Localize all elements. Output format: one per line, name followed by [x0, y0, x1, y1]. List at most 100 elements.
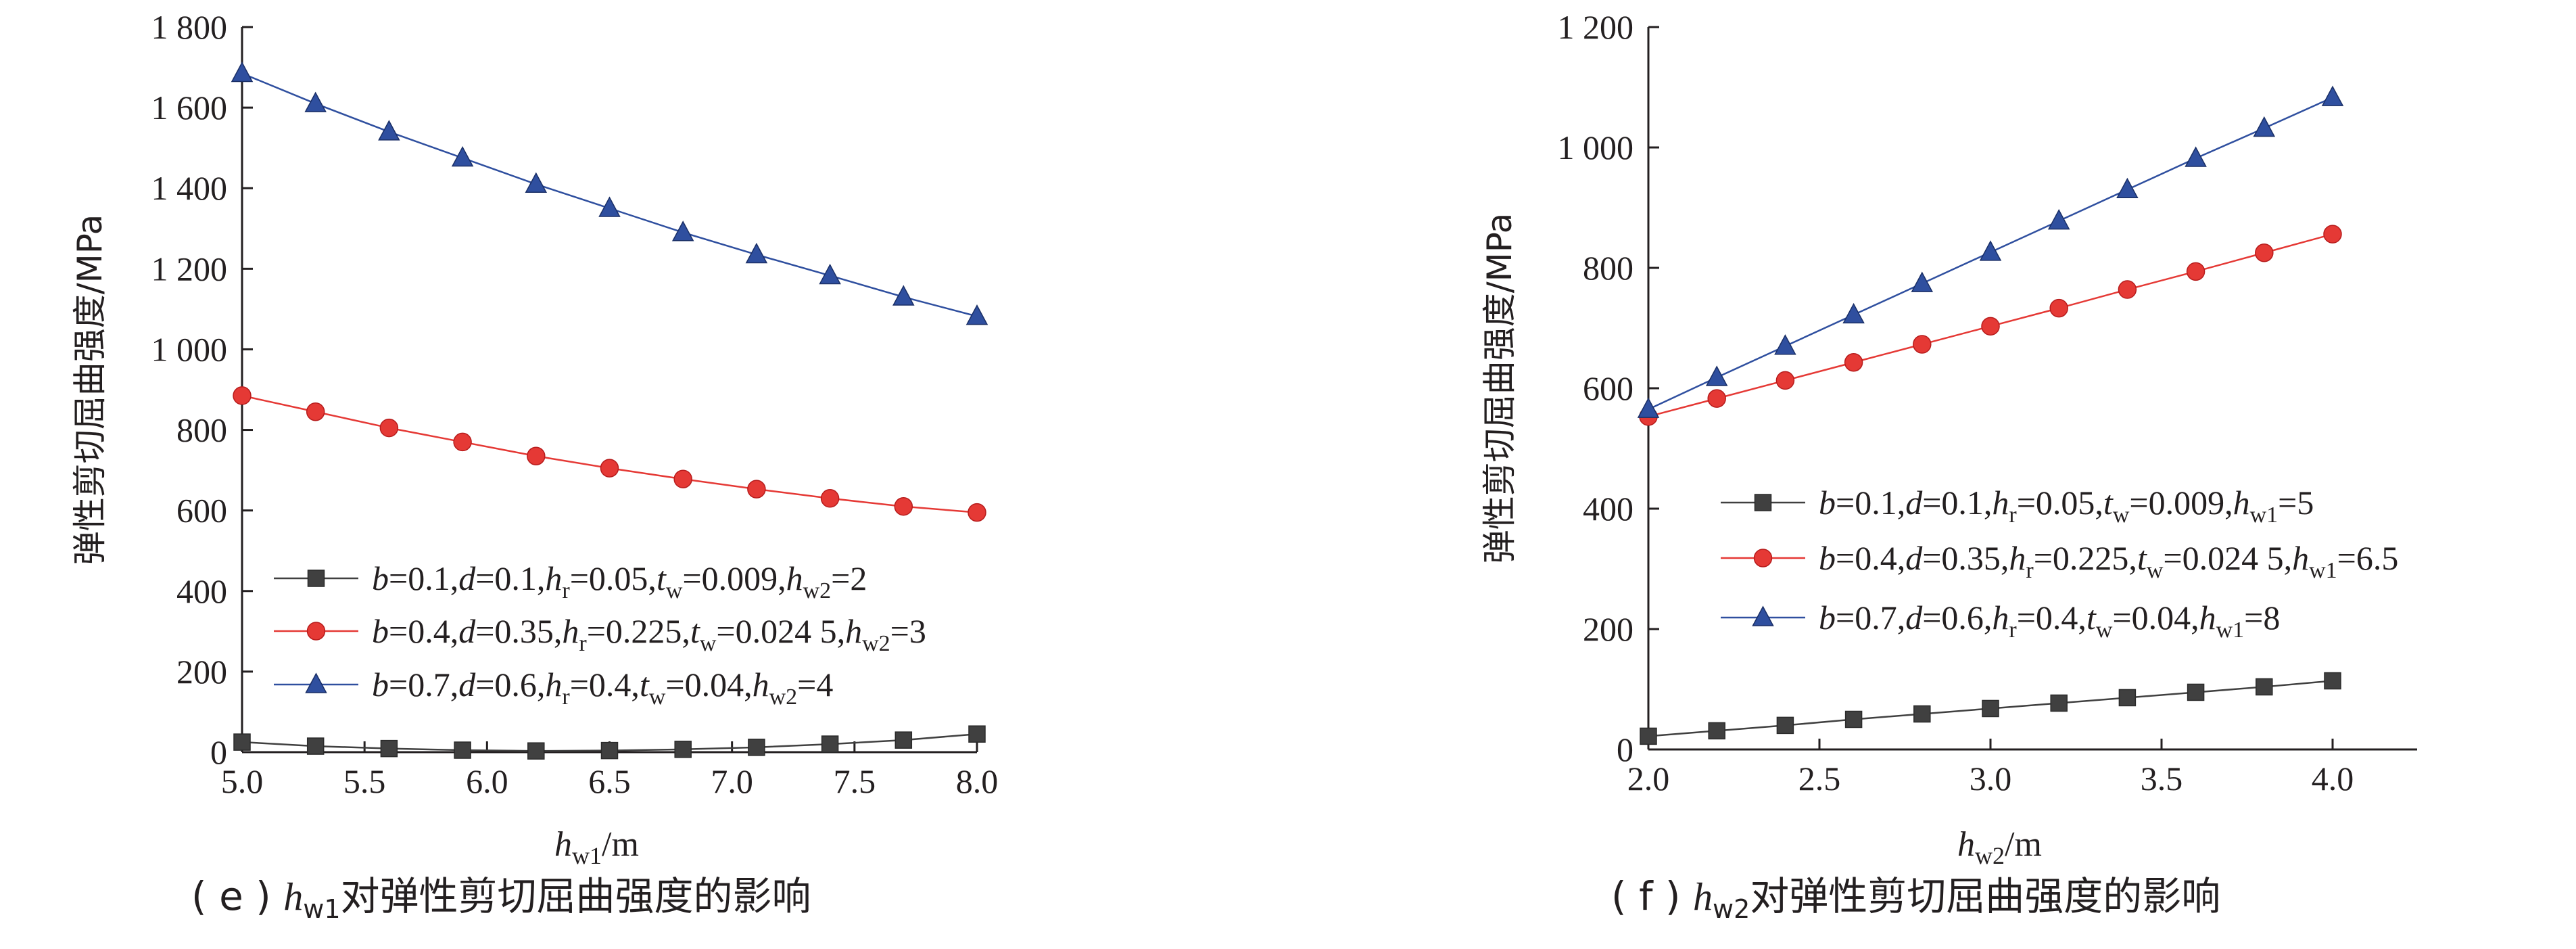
text-span: =0.05, — [2017, 484, 2103, 522]
x-tick-label: 7.0 — [711, 762, 753, 800]
series-2-line — [241, 394, 978, 513]
text-span: w1 — [2216, 618, 2245, 643]
series-1-point — [1844, 710, 1863, 728]
text-span: w — [2113, 503, 2130, 528]
series-1-point — [380, 739, 398, 758]
text-span: h — [2009, 539, 2026, 577]
y-tick-label: 0 — [1617, 731, 1633, 768]
y-tick-label: 200 — [176, 653, 227, 691]
y-tick-label: 1 200 — [1558, 8, 1634, 46]
series-1-point — [2256, 678, 2273, 696]
series-2-point — [1913, 335, 1932, 354]
series-3-point — [892, 285, 915, 306]
text-span: =2 — [831, 559, 867, 597]
text-span: w1 — [303, 894, 340, 924]
x-tick-label: 6.5 — [588, 762, 631, 800]
series-1-point — [1708, 722, 1725, 740]
legend-3-label: b=0.7,d=0.6,hr=0.4,tw=0.04,hw1=8 — [1819, 599, 2280, 643]
text-span: b — [372, 559, 389, 597]
series-1-point — [600, 741, 619, 760]
series-1-point — [233, 733, 251, 751]
series-2-point — [1844, 352, 1863, 372]
text-span: =0.1, — [475, 559, 545, 597]
text-span: b — [1819, 539, 1836, 577]
series-1-point — [306, 737, 325, 755]
text-span: h — [1957, 825, 1975, 864]
text-span: h — [845, 612, 862, 650]
y-tick-label: 1 600 — [151, 89, 228, 126]
text-span: =0.04, — [665, 666, 752, 703]
text-span: =4 — [797, 666, 833, 703]
series-1-point — [895, 731, 913, 749]
series-2-point — [2118, 280, 2137, 299]
text-span: t — [2137, 539, 2147, 577]
text-span: =0.6, — [475, 666, 545, 703]
legend-2-marker — [306, 622, 326, 641]
text-span: =5 — [2278, 484, 2314, 522]
y-tick-label: 400 — [1583, 490, 1633, 528]
x-tick-label: 2.5 — [1798, 760, 1841, 797]
series-2-point — [1981, 317, 2000, 336]
y-tick-label: 800 — [1583, 249, 1633, 287]
text-span: =0.225, — [587, 612, 690, 650]
series-3-point — [2321, 85, 2344, 106]
series-2-point — [894, 496, 913, 516]
figure-caption: ( e ) hw1对弹性剪切屈曲强度的影响 — [191, 873, 811, 924]
y-tick-label: 400 — [176, 572, 227, 610]
x-tick-label: 2.0 — [1627, 760, 1670, 797]
series-2-point — [1707, 389, 1726, 408]
series-1-point — [1776, 716, 1794, 735]
text-span: w2 — [862, 631, 890, 656]
series-3-point — [1774, 334, 1796, 355]
series-2-point — [2049, 298, 2068, 318]
text-span: ( e ) — [191, 873, 283, 919]
y-tick-label: 600 — [1583, 369, 1633, 407]
y-axis-label: 弹性剪切屈曲强度/MPa — [70, 214, 110, 565]
text-span: =0.009, — [682, 559, 786, 597]
x-axis-label: hw2/m — [1957, 825, 2042, 869]
text-span: 对弹性剪切屈曲强度的影响 — [1750, 873, 2220, 919]
text-span: h — [1992, 484, 2009, 522]
text-span: r — [562, 578, 570, 603]
y-tick-label: 1 400 — [151, 169, 228, 207]
series-2-point — [747, 480, 766, 499]
text-span: t — [2103, 484, 2114, 522]
x-axis-label: hw1/m — [554, 825, 639, 869]
text-span: =0.024 5, — [716, 612, 845, 650]
series-1-point — [821, 735, 839, 753]
text-span: b — [1819, 599, 1836, 636]
series-2-point — [233, 386, 252, 405]
series-2-point — [306, 402, 325, 421]
text-span: h — [283, 875, 303, 919]
text-span: =0.1, — [1922, 484, 1992, 522]
series-1-point — [674, 741, 692, 758]
series-3-point — [2047, 208, 2070, 230]
series-3-point — [1705, 365, 1728, 386]
text-span: h — [1693, 875, 1713, 919]
y-tick-label: 800 — [176, 411, 227, 449]
text-span: w1 — [2250, 503, 2279, 528]
text-span: =0.009, — [2129, 484, 2233, 522]
text-span: =0.1, — [389, 559, 458, 597]
text-span: d — [458, 559, 476, 597]
text-span: /m — [602, 825, 639, 864]
series-3-point — [819, 263, 841, 285]
legend-2-label: b=0.4,d=0.35,hr=0.225,tw=0.024 5,hw2=3 — [372, 612, 926, 656]
series-3-point — [525, 172, 548, 193]
text-span: ( f ) — [1611, 873, 1693, 919]
text-span: b — [372, 666, 389, 703]
y-tick-label: 600 — [176, 492, 227, 530]
text-span: d — [1905, 539, 1923, 577]
series-1-point — [1640, 727, 1657, 745]
chart-f: 0 200 400 600 800 1 000 1 200 2.0 2.5 3.0 3.5 4.0 弹性… — [1480, 8, 2417, 924]
y-tick-label: 1 200 — [151, 250, 228, 287]
series-3-point — [1637, 397, 1660, 418]
text-span: r — [2026, 558, 2034, 583]
text-span: w — [649, 685, 666, 710]
series-2-point — [2186, 262, 2205, 281]
text-span: =8 — [2244, 599, 2280, 636]
text-span: b — [372, 612, 389, 650]
text-span: h — [554, 825, 572, 864]
text-span: =0.024 5, — [2163, 539, 2292, 577]
x-tick-label: 5.0 — [221, 762, 264, 800]
